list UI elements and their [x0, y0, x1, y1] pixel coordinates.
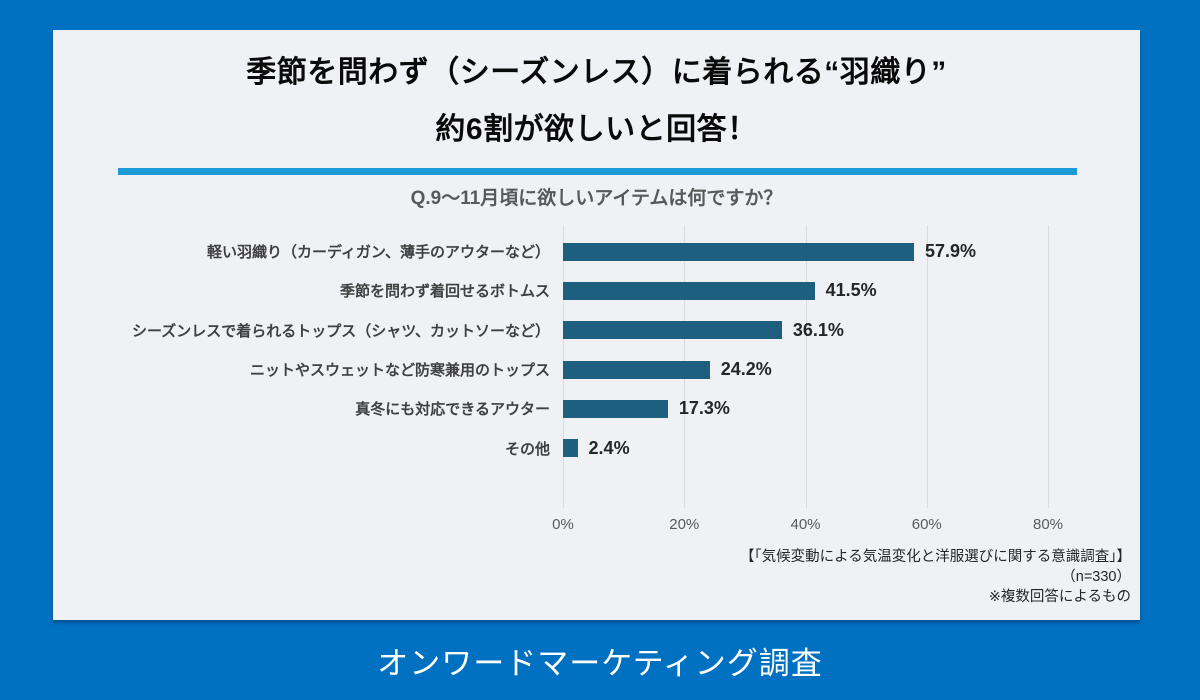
category-label: ニットやスウェットなど防寒兼用のトップス — [249, 362, 550, 380]
category-label: 軽い羽織り（カーディガン、薄手のアウターなど） — [206, 244, 550, 262]
gridline-80 — [1048, 225, 1049, 508]
bar — [563, 439, 578, 458]
bar-value-label: 2.4% — [588, 437, 630, 458]
x-tick-label: 80% — [1032, 516, 1064, 533]
category-label: その他 — [504, 440, 550, 458]
bar-track: 36.1% — [563, 319, 1140, 340]
bar — [563, 242, 915, 261]
bar-track: 41.5% — [563, 280, 1140, 301]
bar — [563, 399, 668, 418]
x-axis-tick-labels: 0% 20% 40% 60% 80% — [552, 516, 1103, 538]
footer-label: オンワードマーケティング調査 — [377, 645, 823, 681]
bar-row: 軽い羽織り（カーディガン、薄手のアウターなど） 57.9% — [53, 232, 1140, 271]
bar — [563, 360, 710, 379]
source-note: 【「気候変動による気温変化と洋服選びに関する意識調査」】 （n=330） ※複数… — [740, 547, 1131, 607]
bar-row: その他 2.4% — [53, 428, 1140, 467]
x-tick-label: 0% — [552, 516, 574, 533]
bar-row: ニットやスウェットなど防寒兼用のトップス 24.2% — [53, 350, 1140, 389]
x-tick-label: 60% — [911, 516, 942, 533]
bar-row: 季節を問わず着回せるボトムス 41.5% — [53, 271, 1140, 310]
page-title: 季節を問わず（シーズンレス）に着られる“羽織り” 約6割が欲しいと回答！ — [53, 44, 1140, 158]
bar-chart: 軽い羽織り（カーディガン、薄手のアウターなど） 57.9% 季節を問わず着回せるボト… — [53, 232, 1140, 468]
source-note-line3: ※複数回答によるもの — [988, 589, 1131, 605]
chart-question-title: Q.9〜11月頃に欲しいアイテムは何ですか？ — [410, 188, 783, 209]
page-title-line2: 約6割が欲しいと回答！ — [435, 113, 758, 146]
bar-track: 2.4% — [563, 437, 1140, 458]
source-note-line1: 【「気候変動による気温変化と洋服選びに関する意識調査」】 — [739, 549, 1131, 565]
bar-value-label: 17.3% — [678, 398, 730, 419]
category-label: 季節を問わず着回せるボトムス — [339, 283, 550, 301]
x-tick-label: 40% — [790, 516, 821, 533]
bar — [563, 281, 815, 300]
bar-value-label: 41.5% — [825, 280, 877, 301]
bar-track: 17.3% — [563, 398, 1140, 419]
bar-value-label: 36.1% — [792, 319, 844, 340]
category-label: 真冬にも対応できるアウター — [355, 401, 550, 419]
x-tick-label: 20% — [669, 516, 700, 533]
bar-track: 24.2% — [563, 359, 1140, 380]
bar — [563, 321, 782, 340]
bar-track: 57.9% — [563, 241, 1140, 262]
bar-value-label: 57.9% — [925, 241, 977, 262]
gridline-60 — [926, 225, 928, 508]
title-divider — [118, 168, 1077, 175]
infographic-card: 季節を問わず（シーズンレス）に着られる“羽織り” 約6割が欲しいと回答！ Q.9… — [53, 30, 1140, 620]
bar-row: 真冬にも対応できるアウター 17.3% — [53, 389, 1140, 428]
footer-banner: オンワードマーケティング調査 — [0, 620, 1200, 700]
gridline-40 — [805, 225, 807, 508]
bar-row: シーズンレスで着られるトップス（シャツ、カットソーなど） 36.1% — [53, 311, 1140, 350]
source-note-line2: （n=330） — [1061, 569, 1131, 585]
page-title-line1: 季節を問わず（シーズンレス）に着られる“羽織り” — [246, 56, 947, 89]
bar-value-label: 24.2% — [720, 359, 772, 380]
category-label: シーズンレスで着られるトップス（シャツ、カットソーなど） — [131, 322, 550, 340]
